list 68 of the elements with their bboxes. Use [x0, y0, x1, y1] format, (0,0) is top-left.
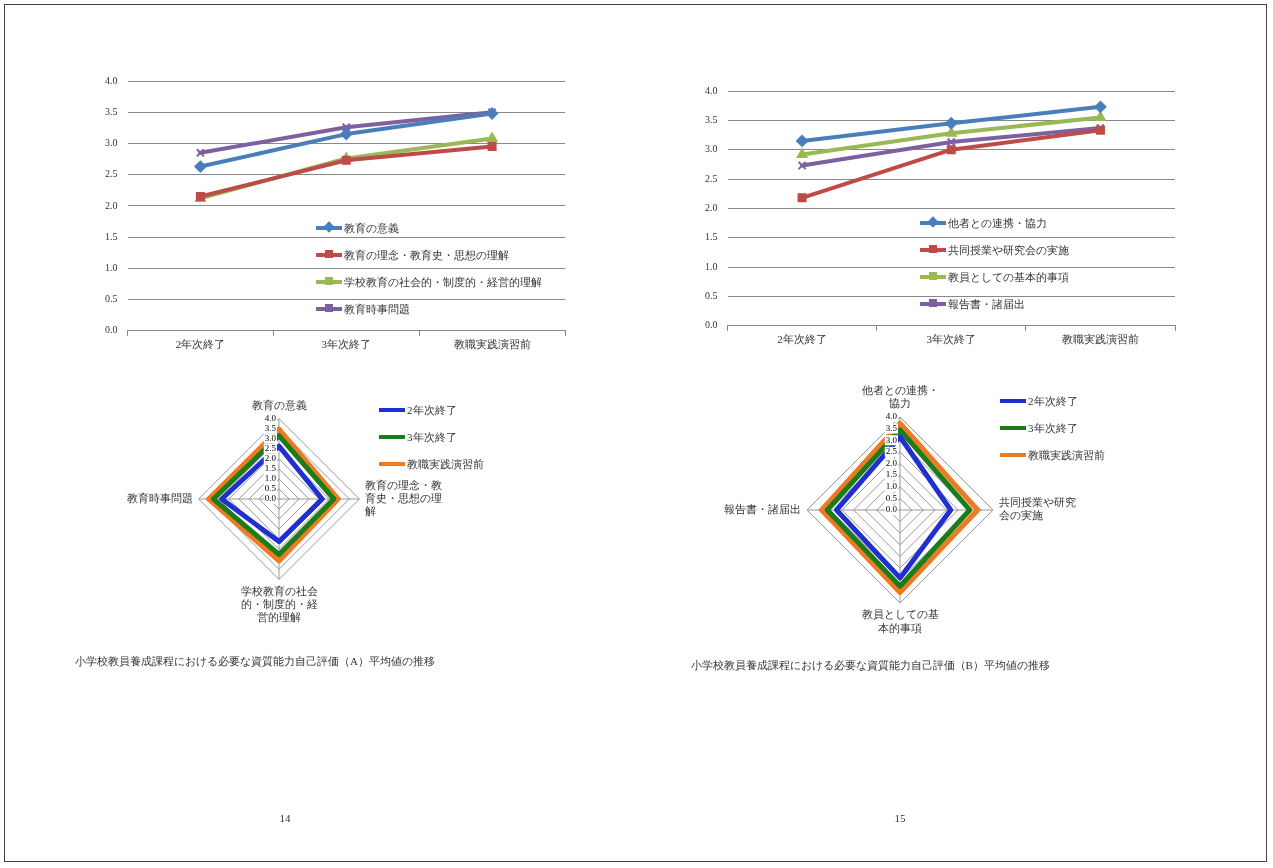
y-tick-label: 2.5	[705, 172, 718, 184]
y-tick-label: 3.5	[885, 422, 898, 433]
y-tick-label: 3.5	[105, 105, 118, 117]
legend-label: 報告書・諸届出	[947, 296, 1025, 311]
legend-label: 教職実践演習前	[407, 457, 484, 471]
legend-label: 2年次終了	[1028, 394, 1078, 408]
text: 小学校教員養成課程における必要な資質能力自己評価（A）平均値の推移	[75, 654, 435, 669]
legend-label: 教育の理念・教育史・思想の理解	[343, 247, 509, 262]
text: 15	[894, 812, 906, 824]
x-tick-label: 3年次終了	[321, 338, 371, 351]
legend-label: 教育の意義	[343, 220, 399, 235]
legend-label: 共同授業や研究会の実施	[947, 242, 1069, 257]
y-tick-label: 0.5	[705, 290, 718, 302]
y-tick-label: 3.0	[885, 434, 898, 445]
text: 14	[279, 812, 291, 824]
y-tick-label: 1.0	[885, 481, 898, 492]
y-tick-label: 3.0	[264, 433, 277, 444]
y-tick-label: 0.0	[264, 493, 277, 504]
x-tick-label: 2年次終了	[175, 338, 226, 351]
x-tick-label: 教職実践演習前	[1061, 333, 1139, 346]
y-tick-label: 0.0	[885, 504, 898, 515]
spoke-label: 報告書・諸届出	[724, 502, 801, 515]
y-tick-label: 1.5	[705, 231, 718, 243]
y-tick-label: 2.0	[885, 457, 898, 468]
y-tick-label: 3.0	[105, 137, 118, 149]
spoke-label: 教員としての基本的事項	[861, 608, 939, 634]
y-tick-label: 2.5	[264, 443, 277, 454]
y-tick-label: 0.0	[105, 324, 118, 336]
y-tick-label: 1.5	[264, 463, 277, 474]
legend-label: 教育時事問題	[343, 301, 410, 316]
legend-label: 3年次終了	[407, 430, 457, 444]
y-tick-label: 1.0	[105, 261, 118, 273]
y-tick-label: 2.0	[705, 202, 718, 214]
y-tick-label: 4.0	[105, 74, 118, 86]
x-tick-label: 3年次終了	[926, 333, 976, 346]
y-tick-label: 3.5	[264, 423, 277, 434]
y-tick-label: 4.0	[264, 412, 277, 423]
text: 小学校教員養成課程における必要な資質能力自己評価（B）平均値の推移	[690, 658, 1050, 673]
spoke-label: 教育時事問題	[126, 491, 193, 504]
y-tick-label: 0.5	[105, 293, 118, 305]
y-tick-label: 3.5	[705, 113, 718, 125]
y-tick-label: 2.0	[105, 199, 118, 211]
spoke-label: 教育の理念・教育史・思想の理解	[365, 478, 443, 518]
x-tick-label: 2年次終了	[777, 333, 827, 346]
y-tick-label: 2.0	[264, 453, 277, 464]
y-tick-label: 4.0	[885, 411, 898, 422]
y-tick-label: 1.0	[264, 473, 277, 484]
y-tick-label: 2.5	[885, 446, 898, 457]
legend-label: 3年次終了	[1028, 421, 1078, 435]
legend-label: 教職実践演習前	[1028, 448, 1105, 462]
y-tick-label: 1.0	[705, 260, 718, 272]
legend-label: 教員としての基本的事項	[947, 269, 1069, 284]
spoke-label: 教育の意義	[251, 398, 307, 411]
y-tick-label: 0.0	[705, 319, 718, 331]
y-tick-label: 0.5	[264, 483, 277, 494]
y-tick-label: 0.5	[885, 492, 898, 503]
y-tick-label: 3.0	[705, 143, 718, 155]
spoke-label: 他者との連携・協力	[861, 384, 939, 410]
y-tick-label: 1.5	[105, 230, 118, 242]
legend-label: 学校教育の社会的・制度的・経営的理解	[343, 274, 542, 289]
spoke-label: 学校教育の社会的・制度的・経営的理解	[240, 584, 318, 624]
legend-label: 他者との連携・協力	[947, 215, 1047, 230]
x-tick-label: 教職実践演習前	[453, 338, 531, 351]
spoke-label: 共同授業や研究会の実施	[999, 496, 1076, 522]
y-tick-label: 4.0	[705, 84, 718, 96]
legend-label: 2年次終了	[407, 403, 457, 417]
y-tick-label: 1.5	[885, 469, 898, 480]
y-tick-label: 2.5	[105, 168, 118, 180]
